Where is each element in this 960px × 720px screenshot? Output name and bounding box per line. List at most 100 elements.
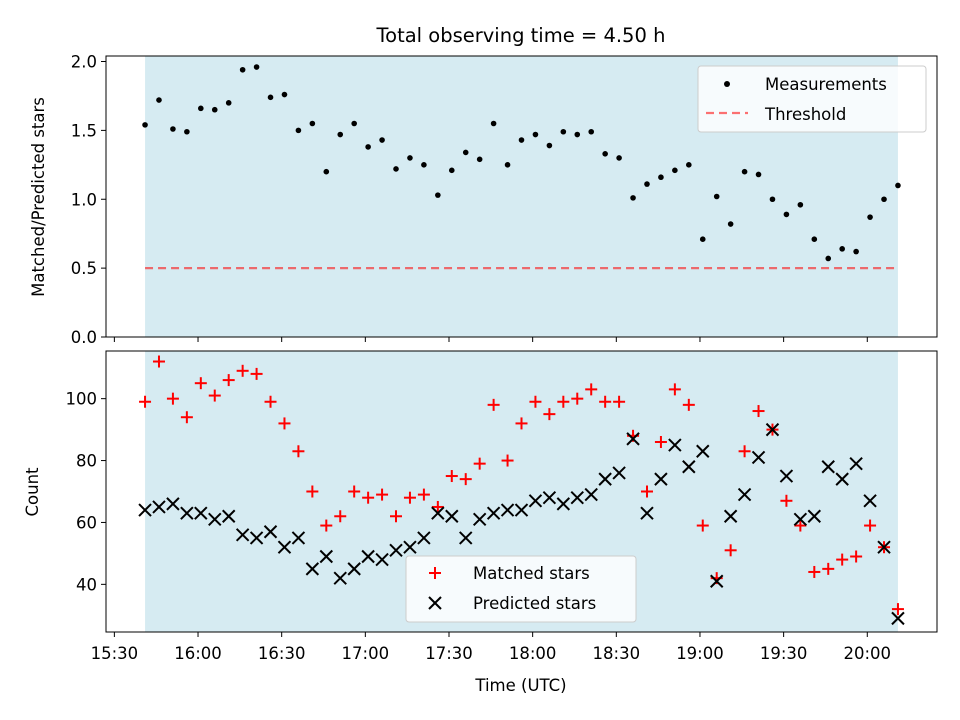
measurement-point bbox=[253, 64, 260, 70]
predicted-star-point bbox=[542, 490, 557, 505]
matched-star-point bbox=[334, 510, 347, 523]
top-y-tick-label: 0.0 bbox=[71, 328, 97, 347]
predicted-star-point bbox=[389, 543, 403, 558]
predicted-star-point bbox=[291, 531, 306, 545]
predicted-star-point bbox=[793, 512, 808, 527]
measurement-point bbox=[867, 214, 873, 220]
matched-star-point bbox=[891, 603, 904, 616]
predicted-star-point bbox=[696, 444, 710, 458]
bottom-y-tick-label: 40 bbox=[76, 575, 97, 594]
matched-star-point bbox=[822, 562, 835, 575]
bottom-x-tick-label: 16:30 bbox=[258, 644, 306, 663]
measurement-point bbox=[532, 131, 539, 138]
chart-title: Total observing time = 4.50 h bbox=[376, 24, 666, 47]
measurement-point bbox=[839, 246, 845, 252]
bottom-x-tick-label: 17:30 bbox=[425, 644, 473, 663]
measurement-point bbox=[881, 196, 887, 203]
measurement-point bbox=[309, 120, 316, 127]
measurement-point bbox=[476, 156, 483, 163]
measurement-point bbox=[156, 97, 162, 103]
measurement-point bbox=[797, 201, 804, 208]
measurement-point bbox=[518, 137, 525, 143]
matched-star-point bbox=[376, 488, 389, 501]
measurement-point bbox=[672, 167, 678, 174]
matched-star-point bbox=[571, 392, 584, 405]
matched-star-point bbox=[445, 470, 458, 483]
measurement-point bbox=[365, 144, 371, 150]
legend-measurements: Measurements bbox=[765, 75, 887, 94]
matched-star-point bbox=[501, 454, 514, 467]
bottom-x-tick-label: 17:00 bbox=[342, 644, 390, 663]
matched-star-point bbox=[222, 374, 235, 387]
matched-star-point bbox=[473, 457, 486, 470]
measurement-point bbox=[658, 174, 664, 181]
matched-star-point bbox=[654, 435, 667, 448]
measurement-point bbox=[630, 195, 636, 201]
predicted-star-point bbox=[863, 494, 877, 508]
predicted-star-point bbox=[221, 509, 236, 523]
predicted-star-point bbox=[277, 540, 292, 554]
legend-threshold: Threshold bbox=[764, 105, 846, 124]
predicted-star-point bbox=[570, 490, 584, 505]
matched-star-point bbox=[668, 383, 681, 396]
measurement-point bbox=[602, 150, 608, 157]
predicted-star-point bbox=[500, 503, 515, 517]
measurement-point bbox=[783, 211, 790, 218]
predicted-star-point bbox=[208, 512, 222, 527]
measurement-point bbox=[239, 66, 246, 73]
top-legend: Measurements Threshold bbox=[697, 65, 927, 133]
bottom-x-tick-label: 18:30 bbox=[593, 644, 641, 663]
matched-star-point bbox=[139, 395, 152, 408]
measurement-point bbox=[351, 120, 357, 127]
predicted-star-point bbox=[668, 438, 682, 452]
measurement-point bbox=[421, 162, 427, 168]
predicted-star-point bbox=[528, 494, 543, 508]
matched-star-point bbox=[696, 519, 709, 532]
predicted-star-point bbox=[347, 562, 361, 576]
top-y-axis-label: Matched/Predicted stars bbox=[29, 97, 48, 297]
top-y-tick-label: 0.5 bbox=[71, 259, 97, 278]
matched-star-point bbox=[278, 417, 291, 430]
matched-star-point bbox=[431, 500, 444, 513]
measurement-point bbox=[295, 127, 302, 134]
predicted-star-point bbox=[612, 466, 626, 480]
measurement-point bbox=[546, 142, 553, 149]
predicted-star-point bbox=[194, 506, 208, 520]
predicted-star-point bbox=[584, 487, 598, 502]
matched-star-point bbox=[236, 364, 249, 377]
matched-star-point bbox=[166, 392, 179, 405]
measurement-point bbox=[616, 155, 622, 161]
top-y-tick-label: 1.0 bbox=[71, 190, 97, 209]
matched-star-point bbox=[529, 395, 542, 408]
measurement-point bbox=[588, 128, 595, 135]
measurement-points bbox=[142, 64, 901, 262]
predicted-star-point bbox=[403, 540, 417, 554]
matched-star-point bbox=[543, 408, 556, 421]
matched-star-point bbox=[152, 355, 165, 368]
matched-star-point bbox=[752, 405, 765, 418]
measurement-point bbox=[769, 196, 776, 203]
bottom-y-axis-label: Count bbox=[23, 467, 42, 517]
bottom-x-tick-label: 18:00 bbox=[509, 644, 557, 663]
measurement-point bbox=[211, 106, 218, 113]
measurement-point bbox=[811, 236, 818, 243]
predicted-star-point bbox=[152, 500, 166, 514]
predicted-star-point bbox=[486, 506, 501, 520]
matched-star-point bbox=[403, 491, 416, 504]
measurement-point bbox=[170, 126, 176, 132]
matched-star-point bbox=[850, 550, 863, 563]
measurement-point bbox=[142, 122, 148, 128]
matched-star-point bbox=[613, 395, 626, 408]
bottom-x-tick-label: 15:30 bbox=[91, 644, 139, 663]
predicted-star-point bbox=[877, 540, 891, 554]
predicted-star-point bbox=[849, 456, 863, 471]
matched-star-point bbox=[348, 485, 361, 498]
matched-star-point bbox=[292, 445, 305, 458]
matched-star-point bbox=[724, 544, 737, 557]
matched-star-point bbox=[362, 491, 375, 504]
measurement-point bbox=[686, 162, 692, 168]
measurement-point bbox=[895, 182, 901, 189]
legend-matched-stars: Matched stars bbox=[473, 564, 590, 583]
measurement-point bbox=[323, 168, 330, 175]
matched-star-point bbox=[194, 377, 207, 390]
